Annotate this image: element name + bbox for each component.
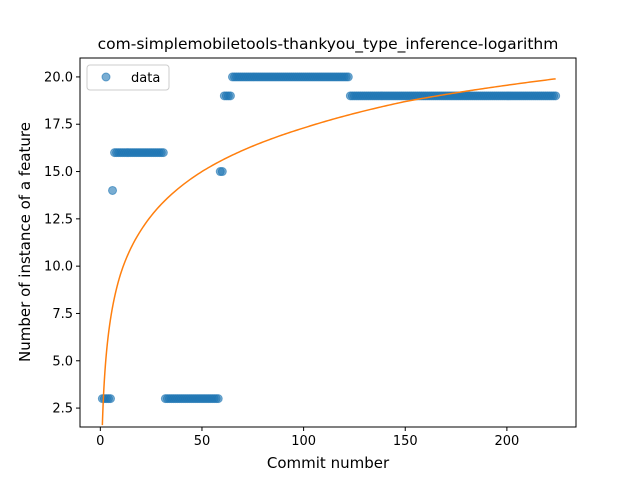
legend-marker-data <box>101 72 111 82</box>
x-tick-label: 0 <box>96 434 104 449</box>
plot-layer <box>97 72 561 426</box>
x-tick-label: 50 <box>194 434 211 449</box>
y-tick-label: 2.5 <box>52 402 73 417</box>
data-point <box>213 394 223 404</box>
x-tick-label: 100 <box>291 434 316 449</box>
y-tick-label: 20.0 <box>44 70 73 85</box>
x-tick-label: 200 <box>494 434 519 449</box>
data-point <box>343 72 353 82</box>
x-axis-ticks: 0 50 100 150 200 <box>96 427 519 449</box>
legend-box <box>86 64 170 91</box>
chart-title: com-simplemobiletools-thankyou_type_infe… <box>98 35 559 54</box>
fit-line <box>101 78 556 426</box>
axes-frame <box>79 57 577 428</box>
data-point <box>551 91 561 101</box>
y-tick-label: 5.0 <box>52 354 73 369</box>
x-tick-label: 150 <box>393 434 418 449</box>
y-tick-label: 15.0 <box>44 165 73 180</box>
y-tick-label: 12.5 <box>44 212 73 227</box>
y-axis-ticks: 2.5 5.0 7.5 10.0 12.5 15.0 17.5 20.0 <box>44 70 80 417</box>
data-point <box>108 185 118 195</box>
y-tick-label: 7.5 <box>52 307 73 322</box>
data-point <box>217 167 227 177</box>
legend: data <box>86 64 170 91</box>
x-axis-title: Commit number <box>267 454 390 472</box>
y-tick-label: 17.5 <box>44 118 73 133</box>
legend-label-data: data <box>131 71 160 86</box>
data-point <box>105 394 115 404</box>
data-point <box>225 91 235 101</box>
y-axis-title: Number of instance of a feature <box>16 122 34 362</box>
y-tick-label: 10.0 <box>44 260 73 275</box>
data-point <box>158 148 168 158</box>
